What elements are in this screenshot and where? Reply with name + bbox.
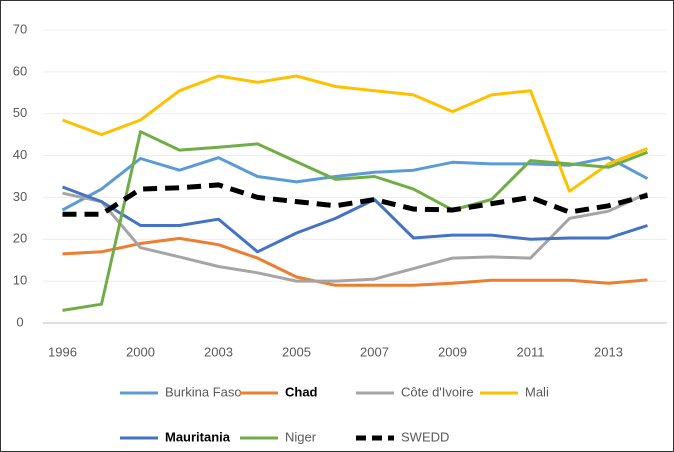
series-line — [61, 74, 649, 193]
x-tick-label: 2011 — [517, 344, 545, 359]
x-tick-label: 2007 — [360, 344, 389, 359]
x-tick-label: 2013 — [594, 344, 623, 359]
y-tick-label: 70 — [13, 21, 27, 36]
legend-label: Niger — [285, 429, 317, 444]
legend-label: Côte d'Ivoire — [401, 384, 474, 399]
y-tick-label: 20 — [13, 231, 27, 246]
x-tick-label: 2000 — [126, 344, 155, 359]
legend-label: Mali — [525, 384, 549, 399]
x-tick-label: 2005 — [282, 344, 311, 359]
series-line — [62, 236, 648, 287]
y-tick-label: 0 — [16, 314, 23, 329]
y-tick-label: 30 — [13, 189, 27, 204]
x-tick-label: 2003 — [204, 344, 233, 359]
x-tick-label: 1996 — [48, 344, 77, 359]
y-tick-label: 60 — [13, 63, 27, 78]
y-tick-label: 50 — [13, 105, 27, 120]
legend-label: SWEDD — [401, 429, 449, 444]
legend-label: Burkina Faso — [165, 384, 242, 399]
y-tick-label: 10 — [13, 273, 27, 288]
series-line — [62, 130, 649, 312]
legend-label: Chad — [285, 384, 318, 399]
series-line — [61, 185, 648, 254]
series-line — [61, 156, 649, 212]
x-tick-label: 2009 — [438, 344, 467, 359]
y-tick-label: 40 — [13, 147, 27, 162]
legend-label: Mauritania — [165, 429, 231, 444]
